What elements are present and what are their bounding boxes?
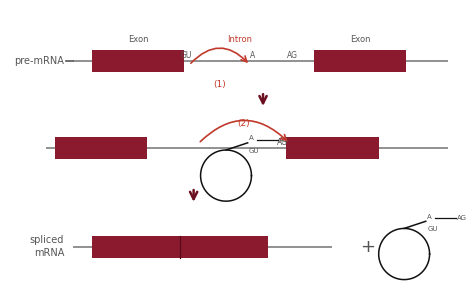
Text: GU: GU bbox=[427, 226, 438, 232]
Text: A: A bbox=[427, 213, 432, 220]
Text: mRNA: mRNA bbox=[34, 248, 64, 258]
Text: GU: GU bbox=[249, 148, 260, 154]
Text: (2): (2) bbox=[238, 119, 250, 128]
Text: +: + bbox=[360, 238, 374, 256]
Text: A: A bbox=[250, 51, 255, 60]
Bar bbox=[55, 137, 147, 159]
Text: AG: AG bbox=[279, 137, 289, 143]
Text: spliced: spliced bbox=[30, 235, 64, 245]
Text: A: A bbox=[249, 135, 254, 141]
Text: GU: GU bbox=[181, 51, 192, 60]
Bar bbox=[286, 137, 379, 159]
Text: pre-mRNA: pre-mRNA bbox=[14, 56, 64, 66]
Text: Exon: Exon bbox=[350, 35, 371, 44]
Bar bbox=[314, 50, 406, 72]
Text: AG: AG bbox=[287, 51, 298, 60]
Bar bbox=[92, 236, 268, 258]
Text: Exon: Exon bbox=[128, 35, 148, 44]
Text: (1): (1) bbox=[213, 80, 226, 89]
Text: AG: AG bbox=[277, 138, 288, 147]
Bar bbox=[92, 50, 184, 72]
Text: Intron: Intron bbox=[227, 35, 252, 44]
Text: AG: AG bbox=[457, 215, 467, 221]
